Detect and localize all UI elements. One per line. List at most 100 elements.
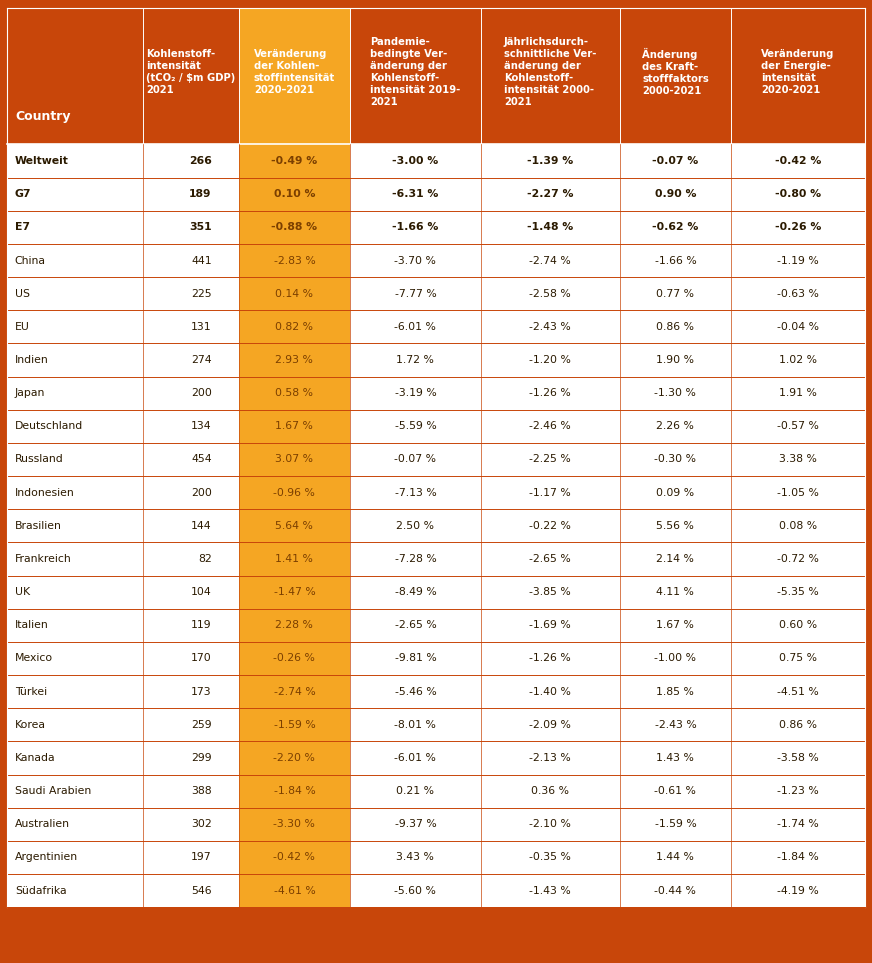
Text: -1.05 %: -1.05 % [777, 487, 819, 498]
Text: -0.26 %: -0.26 % [274, 654, 316, 664]
Text: 170: 170 [191, 654, 212, 664]
Text: -1.26 %: -1.26 % [529, 388, 571, 398]
Bar [239, 8, 351, 144]
Text: 3.38 %: 3.38 % [780, 455, 817, 464]
Text: 1.67 %: 1.67 % [657, 620, 694, 630]
Text: 0.58 %: 0.58 % [276, 388, 313, 398]
Text: EU: EU [15, 322, 30, 332]
Text: 173: 173 [191, 687, 212, 696]
Text: -8.49 %: -8.49 % [394, 587, 436, 597]
Text: -1.47 %: -1.47 % [274, 587, 316, 597]
Text: G7: G7 [15, 189, 31, 199]
Text: -5.59 %: -5.59 % [394, 422, 436, 431]
Text: 1.85 %: 1.85 % [657, 687, 694, 696]
Text: -2.58 %: -2.58 % [529, 289, 571, 299]
Text: -3.19 %: -3.19 % [394, 388, 436, 398]
Text: -1.66 %: -1.66 % [392, 222, 439, 232]
Text: 2.93 %: 2.93 % [276, 355, 313, 365]
Text: Indonesien: Indonesien [15, 487, 75, 498]
Bar [239, 609, 351, 642]
Text: 5.64 %: 5.64 % [276, 521, 313, 531]
Text: -0.62 %: -0.62 % [652, 222, 698, 232]
Text: -1.59 %: -1.59 % [274, 719, 316, 730]
Text: Pandemie-
bedingte Ver-
änderung der
Kohlenstoff-
intensität 2019-
2021: Pandemie- bedingte Ver- änderung der Koh… [371, 38, 460, 107]
Bar [7, 642, 865, 675]
Text: Jährlichsdurch-
schnittliche Ver-
änderung der
Kohlenstoff-
intensität 2000-
202: Jährlichsdurch- schnittliche Ver- änderu… [504, 38, 596, 107]
Text: UK: UK [15, 587, 30, 597]
Text: -2.25 %: -2.25 % [529, 455, 571, 464]
Text: -1.66 %: -1.66 % [655, 255, 696, 266]
Bar [7, 675, 865, 708]
Text: Saudi Arabien: Saudi Arabien [15, 786, 91, 796]
Bar [7, 144, 865, 177]
Text: 4.11 %: 4.11 % [657, 587, 694, 597]
Text: Veränderung
der Energie-
intensität
2020-2021: Veränderung der Energie- intensität 2020… [761, 49, 835, 95]
Text: 82: 82 [198, 554, 212, 564]
Bar [7, 443, 865, 476]
Text: -1.59 %: -1.59 % [655, 820, 696, 829]
Text: 2.28 %: 2.28 % [276, 620, 313, 630]
Text: Deutschland: Deutschland [15, 422, 83, 431]
Text: -3.58 %: -3.58 % [777, 753, 819, 763]
Text: 189: 189 [189, 189, 212, 199]
Bar [7, 211, 865, 244]
Text: 259: 259 [191, 719, 212, 730]
Text: -1.00 %: -1.00 % [654, 654, 697, 664]
Text: Brasilien: Brasilien [15, 521, 62, 531]
Bar [239, 742, 351, 774]
Bar [7, 509, 865, 542]
Text: -7.77 %: -7.77 % [394, 289, 436, 299]
Bar [239, 277, 351, 310]
Bar [239, 642, 351, 675]
Text: 3.43 %: 3.43 % [397, 852, 434, 863]
Text: Frankreich: Frankreich [15, 554, 72, 564]
Bar [7, 609, 865, 642]
Text: 266: 266 [189, 156, 212, 166]
Text: -2.13 %: -2.13 % [529, 753, 571, 763]
Bar [7, 377, 865, 409]
Text: -1.39 %: -1.39 % [527, 156, 573, 166]
Text: Veränderung
der Kohlen-
stoffintensität
2020–2021: Veränderung der Kohlen- stoffintensität … [254, 49, 335, 95]
Text: -0.49 %: -0.49 % [271, 156, 317, 166]
Text: 2.14 %: 2.14 % [657, 554, 694, 564]
Text: 0.82 %: 0.82 % [276, 322, 313, 332]
Bar [7, 277, 865, 310]
Text: Weltweit: Weltweit [15, 156, 69, 166]
Bar [239, 509, 351, 542]
Text: -7.28 %: -7.28 % [394, 554, 436, 564]
Bar [239, 675, 351, 708]
Text: Kohlenstoff-
intensität
(tCO₂ / $m GDP)
2021: Kohlenstoff- intensität (tCO₂ / $m GDP) … [146, 49, 235, 95]
Text: 0.75 %: 0.75 % [779, 654, 817, 664]
Text: -0.80 %: -0.80 % [775, 189, 821, 199]
Text: 0.90 %: 0.90 % [655, 189, 696, 199]
Text: -0.30 %: -0.30 % [654, 455, 697, 464]
Text: -7.13 %: -7.13 % [394, 487, 436, 498]
Text: Mexico: Mexico [15, 654, 53, 664]
Bar [7, 742, 865, 774]
Text: Änderung
des Kraft-
stofffaktors
2000-2021: Änderung des Kraft- stofffaktors 2000-20… [642, 48, 709, 96]
Bar [7, 808, 865, 841]
Bar [239, 476, 351, 509]
Text: -0.07 %: -0.07 % [652, 156, 698, 166]
Text: -3.00 %: -3.00 % [392, 156, 439, 166]
Text: Korea: Korea [15, 719, 46, 730]
Text: -2.74 %: -2.74 % [529, 255, 571, 266]
Bar [7, 310, 865, 344]
Text: 0.09 %: 0.09 % [657, 487, 694, 498]
Text: 3.07 %: 3.07 % [276, 455, 313, 464]
Bar [7, 177, 865, 211]
Text: -1.30 %: -1.30 % [655, 388, 697, 398]
Text: -2.20 %: -2.20 % [274, 753, 316, 763]
Text: -4.61 %: -4.61 % [274, 886, 316, 896]
Text: 0.60 %: 0.60 % [779, 620, 817, 630]
Bar [239, 708, 351, 742]
Text: 299: 299 [191, 753, 212, 763]
Bar [239, 808, 351, 841]
Text: -0.72 %: -0.72 % [777, 554, 819, 564]
Bar [239, 310, 351, 344]
Text: 454: 454 [191, 455, 212, 464]
Text: -6.01 %: -6.01 % [394, 322, 436, 332]
Text: 274: 274 [191, 355, 212, 365]
Text: 0.08 %: 0.08 % [779, 521, 817, 531]
Bar [239, 576, 351, 609]
